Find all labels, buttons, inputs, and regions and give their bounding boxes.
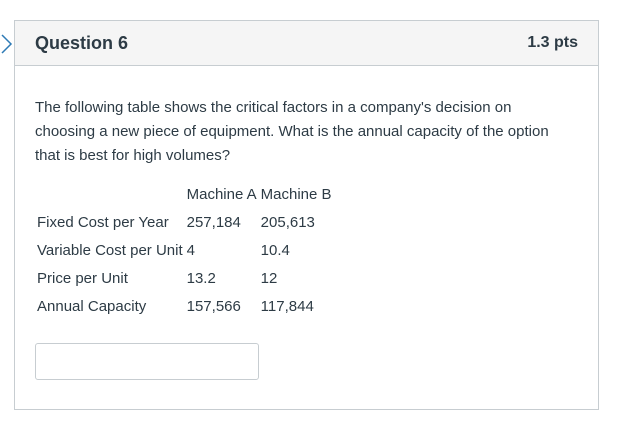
question-points: 1.3 pts (527, 34, 578, 51)
table-cell: Annual Capacity (37, 297, 147, 315)
table-cell: Variable Cost per Unit (37, 241, 183, 259)
table-row: Variable Cost per Unit 4 10.4 (35, 236, 334, 264)
table-row: Annual Capacity 157,566 117,844 (35, 292, 334, 320)
table-header-row: Machine A Machine B (35, 180, 334, 208)
chevron-right-icon (1, 34, 13, 54)
table-row: Price per Unit 13.2 12 (35, 264, 334, 292)
table-cell: 117,844 (260, 297, 314, 315)
table-cell: 4 (186, 241, 195, 259)
table-cell: 205,613 (260, 213, 315, 231)
answer-input[interactable] (35, 343, 259, 380)
table-header-cell (35, 180, 185, 208)
table-cell: 257,184 (186, 213, 241, 231)
table-cell: 13.2 (186, 269, 216, 287)
table-row: Fixed Cost per Year 257,184 205,613 (35, 208, 334, 236)
question-title: Question 6 (35, 32, 129, 53)
question-body: The following table shows the critical f… (15, 66, 598, 320)
question-text: The following table shows the critical f… (35, 99, 549, 164)
table-cell: 12 (260, 269, 278, 287)
table-header-cell: Machine A (186, 185, 257, 203)
question-header: Question 6 1.3 pts (15, 21, 598, 66)
table-cell: Fixed Cost per Year (37, 213, 169, 231)
table-header-cell: Machine B (260, 185, 332, 203)
table-cell: Price per Unit (37, 269, 128, 287)
question-card: Question 6 1.3 pts The following table s… (14, 20, 599, 410)
table-cell: 10.4 (260, 241, 290, 259)
factors-table: Machine A Machine B Fixed Cost per Year … (35, 180, 334, 320)
table-cell: 157,566 (186, 297, 241, 315)
